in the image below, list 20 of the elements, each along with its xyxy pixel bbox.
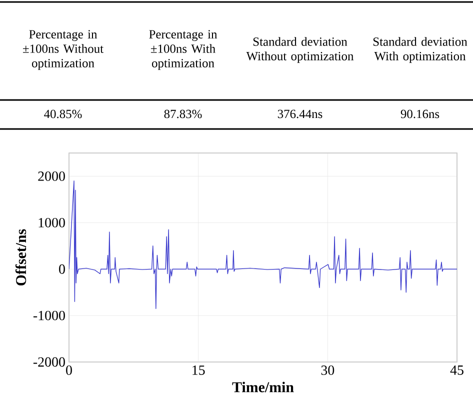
x-tick-label: 30 <box>321 366 334 375</box>
y-tick-label: -1000 <box>33 310 65 320</box>
y-tick-label: 1000 <box>38 218 65 228</box>
x-tick-label: 15 <box>192 366 205 375</box>
y-tick-label: 2000 <box>38 172 65 181</box>
text: 87.83% <box>164 110 202 118</box>
y-tick-label: -2000 <box>33 357 65 367</box>
y-axis-title: Offset/ns <box>15 229 26 286</box>
x-axis-title: Time/min <box>232 382 294 392</box>
x-tick-label: 45 <box>450 366 464 375</box>
text: Percentage in ±100ns Without optimization <box>22 30 104 70</box>
text: 90.16ns <box>400 110 440 118</box>
y-tick-label: 0 <box>59 264 65 274</box>
text: Standard deviation Without optimization <box>246 37 354 63</box>
text: Percentage in ±100ns With optimization <box>149 30 218 70</box>
text: 376.44ns <box>278 110 322 118</box>
line-series <box>69 180 457 309</box>
text: Standard deviation With optimization <box>373 37 468 63</box>
x-tick-label: 0 <box>66 366 72 375</box>
text: 40.85% <box>44 110 82 118</box>
